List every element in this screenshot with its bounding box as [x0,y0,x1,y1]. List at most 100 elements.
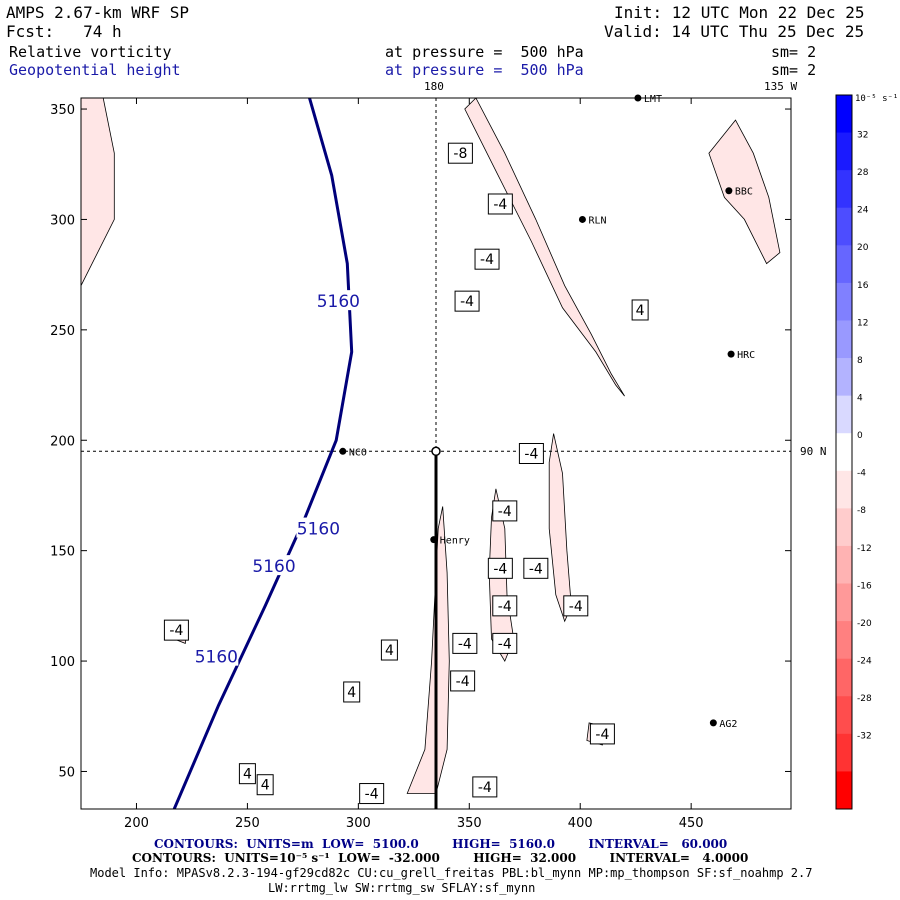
vorticity-label-box-9 [523,557,549,579]
colorbar-swatch [836,320,852,359]
station-label: BBC [735,187,753,198]
vorticity-label-box-17 [238,763,256,785]
vorticity-label: -4 [529,561,543,577]
colorbar-tick-label: -32 [857,732,872,742]
colorbar-swatch [836,696,852,735]
vorticity-label: -4 [458,636,472,652]
station-marker-rln [578,215,586,223]
colorbar-tick-label: -8 [857,506,866,516]
y-tick-label: 50 [58,765,75,780]
vorticity-label-box-0 [447,142,473,164]
colorbar-swatch [836,395,852,434]
colorbar-swatch [836,95,852,134]
height-label: 5160 [297,520,340,540]
x-tick-label: 400 [568,816,593,831]
vorticity-label-box-10 [563,595,589,617]
x-tick-label: 200 [124,816,149,831]
height-label: 5160 [252,557,295,577]
vorticity-label-box-14 [450,670,476,692]
cross-section-marker [431,446,441,457]
colorbar-swatch [836,282,852,321]
colorbar-tick-label: 28 [857,168,869,178]
x-tick-label: 450 [679,816,704,831]
colorbar-tick-label: -12 [857,544,872,554]
colorbar-tick-label: -24 [857,657,872,667]
vorticity-label: -4 [365,787,379,803]
vorticity-label: 4 [261,778,270,794]
colorbar-unit: 10⁻⁵ s⁻¹ [855,94,899,104]
colorbar-swatch [836,545,852,585]
vorticity-label-box-13 [492,632,518,654]
vorticity-label-box-12 [380,639,398,661]
colorbar-tick-label: 4 [857,394,863,404]
station-label: Henry [440,536,470,547]
colorbar-swatch [836,433,852,472]
colorbar-swatch [836,132,852,171]
y-tick-label: 300 [50,213,75,228]
vorticity-label-box-3 [454,290,480,312]
field1-smooth: sm= 2 [771,43,817,61]
vorticity-label: -4 [480,252,494,268]
colorbar-swatch [836,245,852,284]
colorbar-tick-label: 16 [857,281,869,291]
y-tick-label: 100 [50,655,75,670]
forecast-hour: Fcst: 74 h [6,22,122,41]
colorbar-swatch [836,470,852,509]
height-label-bg-1 [296,517,341,538]
vorticity-label: -4 [595,727,609,743]
vorticity-label-box-8 [492,595,518,617]
vorticity-label: 4 [347,685,356,701]
init-time: Init: 12 UTC Mon 22 Dec 25 [614,3,865,22]
colorbar-frame [835,94,853,810]
vorticity-label: 4 [636,303,645,319]
vorticity-label-box-2 [474,248,500,270]
vorticity-label: -4 [456,674,470,690]
vorticity-label-box-21 [163,619,189,641]
footer-model-info: Model Info: MPASv8.2.3-194-gf29cd82c CU:… [90,866,813,880]
vorticity-label: -4 [493,197,507,213]
lat-label-90n: 90 N [800,445,827,458]
vorticity-label: -4 [493,561,507,577]
vorticity-label: -4 [569,599,583,615]
x-tick-label: 300 [346,816,371,831]
plot-frame [80,97,792,810]
vorticity-label-box-18 [256,774,274,796]
lon-label-180: 180 [424,80,444,93]
vorticity-label-box-19 [359,783,385,805]
height-label-bg-3 [194,645,239,666]
field1-name: Relative vorticity [9,43,172,61]
field1-level: at pressure = 500 hPa [385,43,584,61]
vorticity-label: -4 [498,504,512,520]
valid-time: Valid: 14 UTC Thu 25 Dec 25 [604,22,865,41]
station-marker-bbc [725,187,733,195]
field2-level: at pressure = 500 hPa [385,61,584,79]
colorbar-tick-label: 32 [857,130,868,140]
vorticity-label-box-1 [487,193,513,215]
station-label: RLN [588,215,606,226]
vorticity-region-7 [708,119,781,265]
vorticity-region-1 [406,506,450,794]
footer-contours-height: CONTOURS: UNITS=m LOW= 5100.0 HIGH= 5160… [154,837,728,851]
vorticity-label-box-7 [487,557,513,579]
colorbar-tick-label: 24 [857,206,869,216]
vorticity-label-box-4 [631,299,649,321]
vorticity-label-box-15 [343,681,361,703]
vorticity-region-3 [548,433,572,623]
colorbar-swatch [836,358,852,397]
vorticity-label: -4 [460,294,474,310]
station-marker-henry [430,536,438,544]
station-label: AG2 [719,719,737,730]
height-label-bg-2 [252,555,297,576]
model-title: AMPS 2.67-km WRF SP [6,3,190,22]
vorticity-label: 4 [243,767,252,783]
lon-label-135w: 135 W [764,80,798,93]
y-tick-label: 150 [50,545,75,560]
colorbar-swatch [836,621,852,660]
colorbar-tick-label: 12 [857,318,868,328]
vorticity-label: 4 [385,643,394,659]
colorbar-tick-label: 0 [857,431,863,441]
x-tick-label: 250 [235,816,260,831]
station-label: LMT [644,94,662,105]
